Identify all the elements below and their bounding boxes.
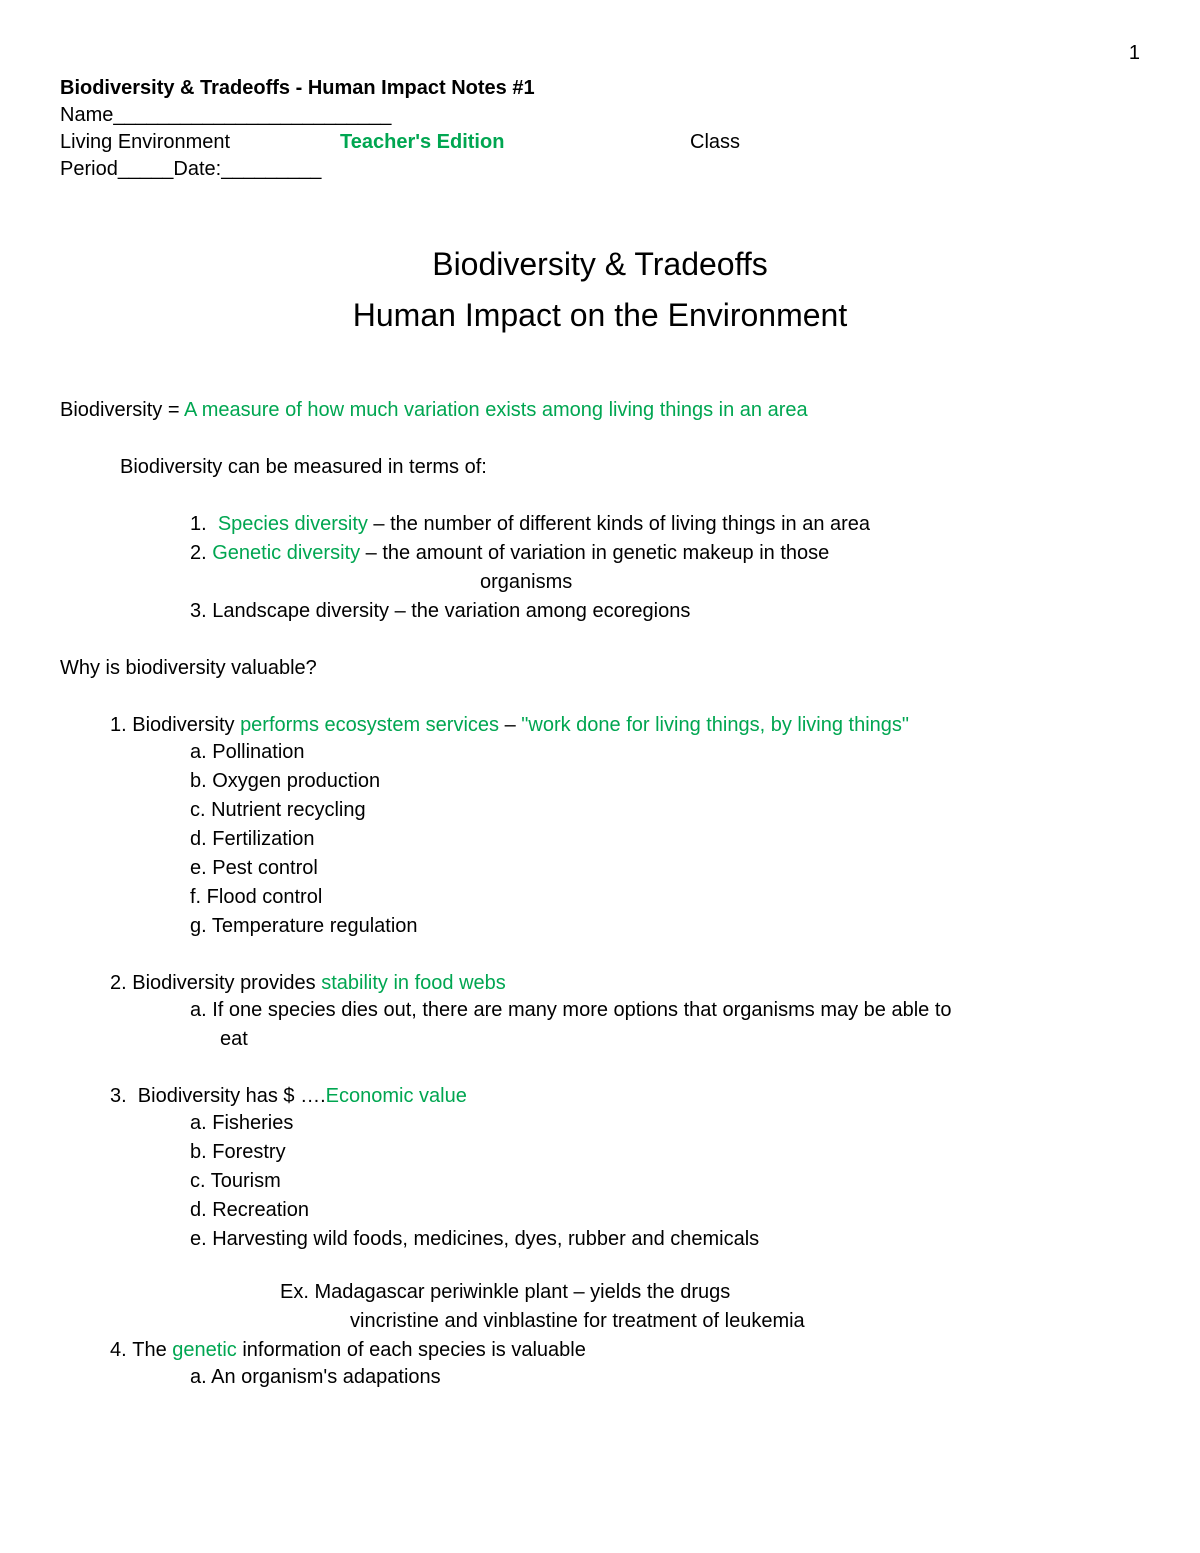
point-post: information of each species is valuable [237, 1339, 586, 1361]
item-number: 4. [110, 1339, 127, 1361]
item-term: Genetic diversity [212, 542, 360, 564]
point-green: stability in food webs [321, 972, 506, 994]
header-title: Biodiversity & Tradeoffs - Human Impact … [60, 75, 1140, 102]
point-1-heading: 1. Biodiversity performs ecosystem servi… [60, 712, 1140, 739]
item-rest: – the number of different kinds of livin… [368, 513, 870, 535]
living-environment-label: Living Environment [60, 129, 340, 156]
measured-list: 1. Species diversity – the number of dif… [60, 511, 1140, 625]
sub-item: f. Flood control [60, 884, 1140, 911]
definition-label: Biodiversity = [60, 399, 184, 421]
biodiversity-definition: Biodiversity = A measure of how much var… [60, 397, 1140, 424]
point-green: Economic value [326, 1085, 467, 1107]
point-green: performs ecosystem services [240, 714, 499, 736]
point-pre: The [132, 1339, 172, 1361]
item-number: 3. [110, 1085, 127, 1107]
point-pre: Biodiversity has $ …. [132, 1085, 325, 1107]
point-green: genetic [172, 1339, 237, 1361]
point-3-heading: 3. Biodiversity has $ ….Economic value [60, 1083, 1140, 1110]
point-green: "work done for living things, by living … [521, 714, 909, 736]
point-4-heading: 4. The genetic information of each speci… [60, 1337, 1140, 1364]
point-mid: – [499, 714, 521, 736]
point-2-heading: 2. Biodiversity provides stability in fo… [60, 970, 1140, 997]
point-3: 3. Biodiversity has $ ….Economic value a… [60, 1083, 1140, 1335]
point-1: 1. Biodiversity performs ecosystem servi… [60, 712, 1140, 940]
sub-item: g. Temperature regulation [60, 913, 1140, 940]
sub-title: Human Impact on the Environment [60, 294, 1140, 337]
item-number: 1. [110, 714, 127, 736]
sub-item: e. Harvesting wild foods, medicines, dye… [60, 1226, 1140, 1253]
list-item: 3. Landscape diversity – the variation a… [60, 598, 1140, 625]
definition-text: A measure of how much variation exists a… [184, 399, 808, 421]
main-title: Biodiversity & Tradeoffs [60, 243, 1140, 286]
item-number: 1. [190, 513, 207, 535]
item-continuation: organisms [60, 569, 1140, 596]
teacher-edition-label: Teacher's Edition [340, 129, 690, 156]
point-2: 2. Biodiversity provides stability in fo… [60, 970, 1140, 1053]
name-line: Name_________________________ [60, 102, 1140, 129]
sub-item: c. Nutrient recycling [60, 797, 1140, 824]
example-line: vincristine and vinblastine for treatmen… [60, 1308, 1140, 1335]
why-valuable-heading: Why is biodiversity valuable? [60, 655, 1140, 682]
sub-item: d. Fertilization [60, 826, 1140, 853]
item-term: Species diversity [218, 513, 368, 535]
list-item: 2. Genetic diversity – the amount of var… [60, 540, 1140, 567]
example-line: Ex. Madagascar periwinkle plant – yields… [60, 1279, 1140, 1306]
item-number: 2. [110, 972, 127, 994]
item-number: 3. [190, 600, 207, 622]
sub-item: b. Forestry [60, 1139, 1140, 1166]
item-rest: – the amount of variation in genetic mak… [360, 542, 829, 564]
sub-item: a. If one species dies out, there are ma… [60, 997, 1140, 1024]
item-number: 2. [190, 542, 207, 564]
sub-item: c. Tourism [60, 1168, 1140, 1195]
document-content: Biodiversity = A measure of how much var… [60, 397, 1140, 1391]
sub-item: b. Oxygen production [60, 768, 1140, 795]
document-header: Biodiversity & Tradeoffs - Human Impact … [60, 75, 1140, 183]
class-info-row: Living Environment Teacher's Edition Cla… [60, 129, 1140, 156]
measured-intro: Biodiversity can be measured in terms of… [60, 454, 1140, 481]
point-pre: Biodiversity provides [132, 972, 321, 994]
sub-item-continuation: eat [60, 1026, 1140, 1053]
point-4: 4. The genetic information of each speci… [60, 1337, 1140, 1391]
sub-item: d. Recreation [60, 1197, 1140, 1224]
point-pre: Biodiversity [132, 714, 240, 736]
class-label: Class [690, 129, 740, 156]
sub-item: e. Pest control [60, 855, 1140, 882]
sub-item: a. An organism's adapations [60, 1364, 1140, 1391]
page-number: 1 [60, 40, 1140, 67]
item-term: Landscape diversity – the variation amon… [212, 600, 690, 622]
sub-item: a. Pollination [60, 739, 1140, 766]
sub-item: a. Fisheries [60, 1110, 1140, 1137]
period-date-line: Period_____Date:_________ [60, 156, 1140, 183]
list-item: 1. Species diversity – the number of dif… [60, 511, 1140, 538]
